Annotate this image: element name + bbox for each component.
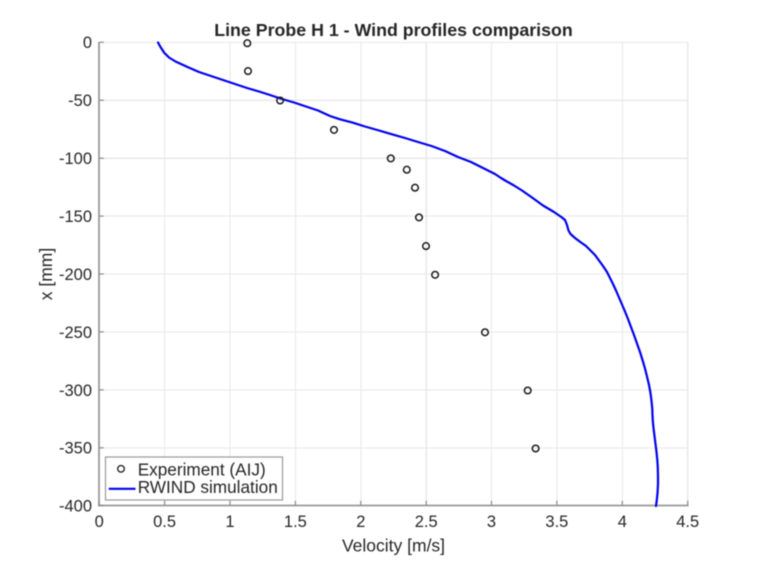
svg-text:-250: -250 [59, 324, 92, 342]
svg-text:-150: -150 [59, 208, 92, 226]
svg-text:RWIND simulation: RWIND simulation [138, 477, 278, 497]
svg-text:0: 0 [83, 34, 92, 52]
svg-text:1.5: 1.5 [284, 513, 307, 531]
svg-text:4.5: 4.5 [676, 513, 699, 531]
svg-text:-100: -100 [59, 150, 92, 168]
svg-text:1: 1 [225, 513, 234, 531]
svg-text:-350: -350 [59, 440, 92, 458]
svg-text:-50: -50 [68, 92, 92, 110]
svg-text:-400: -400 [59, 497, 92, 515]
svg-text:Velocity [m/s]: Velocity [m/s] [342, 535, 445, 555]
svg-text:4: 4 [618, 513, 627, 531]
svg-text:-200: -200 [59, 266, 92, 284]
svg-text:3.5: 3.5 [545, 513, 568, 531]
svg-text:2.5: 2.5 [415, 513, 438, 531]
svg-text:3: 3 [487, 513, 496, 531]
svg-text:x [mm]: x [mm] [36, 248, 56, 301]
svg-text:0.5: 0.5 [153, 513, 176, 531]
svg-text:Line Probe H 1 - Wind profiles: Line Probe H 1 - Wind profiles compariso… [214, 20, 572, 40]
svg-text:2: 2 [356, 513, 365, 531]
svg-text:-300: -300 [59, 382, 92, 400]
svg-text:Experiment (AIJ): Experiment (AIJ) [138, 459, 266, 479]
svg-text:0: 0 [95, 513, 104, 531]
